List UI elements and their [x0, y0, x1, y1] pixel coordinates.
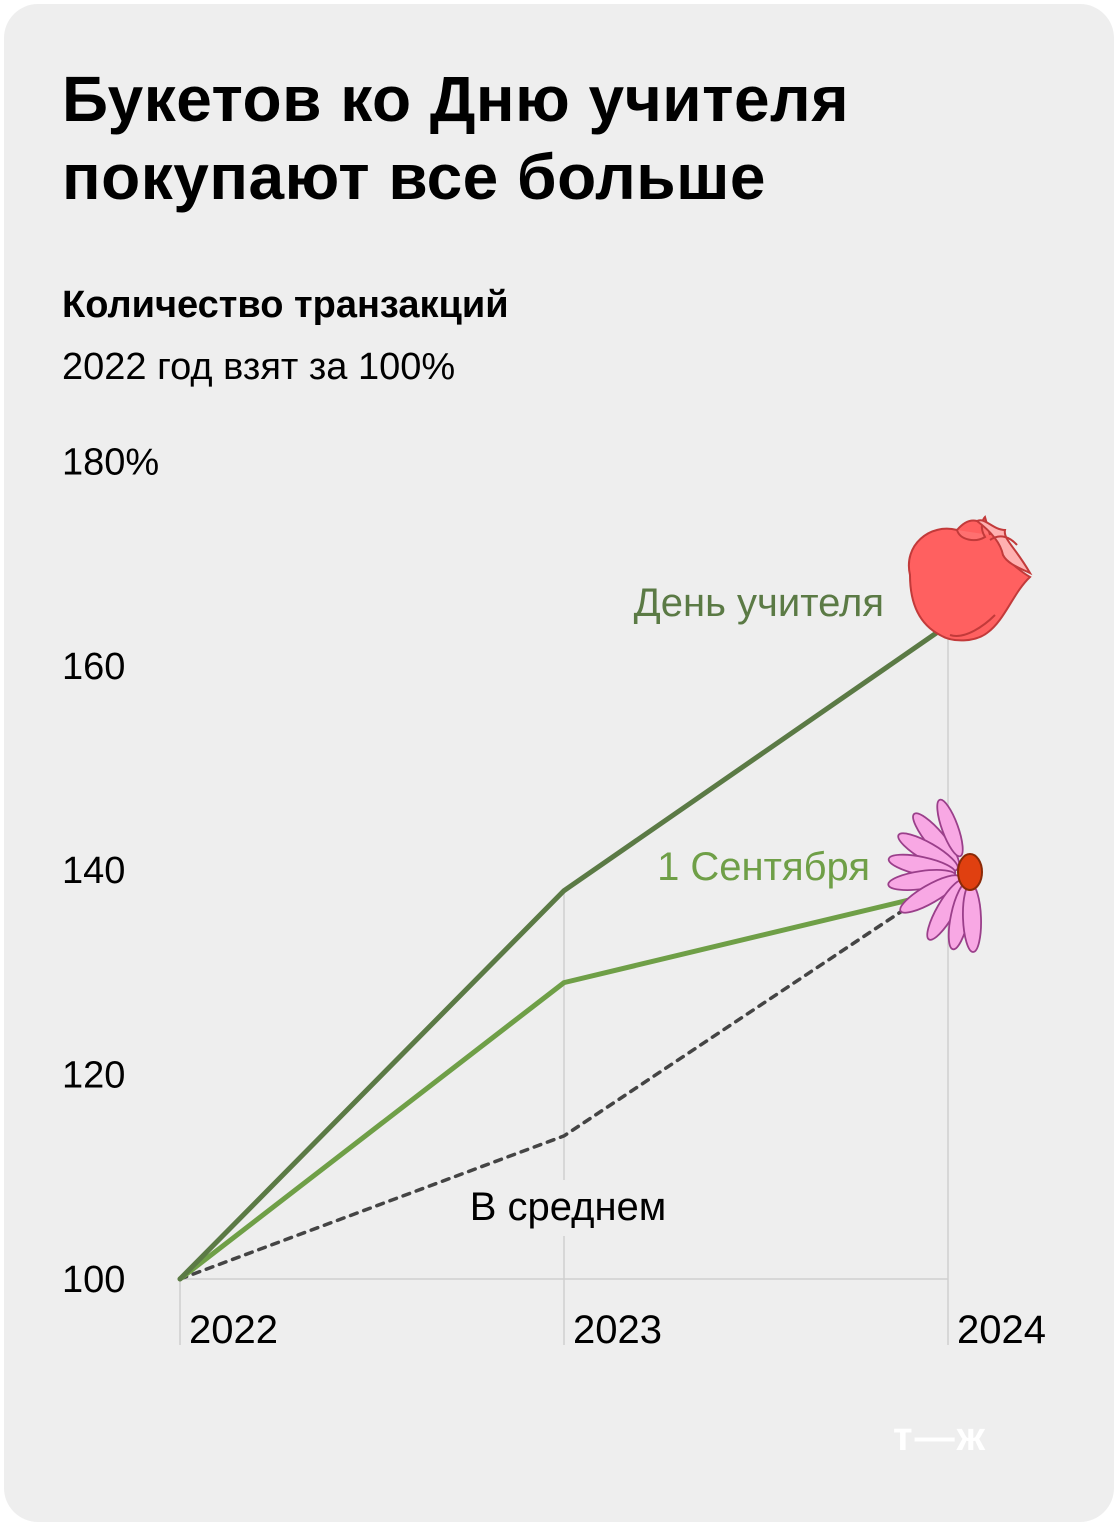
series-labels: День учителя 1 Сентября В среднем [450, 581, 884, 1236]
series-label: 1 Сентября [657, 845, 870, 889]
x-tick-label: 2022 [189, 1308, 278, 1352]
chart-title-line-2: покупают все больше [62, 141, 766, 213]
chart-note: 2022 год взят за 100% [62, 346, 456, 388]
chart-grid [179, 624, 949, 1345]
series-label: В среднем [470, 1185, 667, 1229]
brand-logo: т—ж [893, 1415, 987, 1459]
series-line [178, 878, 950, 1281]
series-line [177, 622, 951, 1282]
y-tick-label: 100 [62, 1259, 125, 1301]
chart-subtitle: Количество транзакций [62, 284, 509, 326]
chart-title-line-1: Букетов ко Дню учителя [62, 63, 850, 135]
rose-icon [907, 515, 1033, 642]
chart-title: Букетов ко Дню учителя покупают все боль… [62, 60, 1062, 216]
y-tick-label: 120 [62, 1055, 125, 1097]
y-tick-label: 160 [62, 646, 125, 688]
x-tick-label: 2023 [573, 1308, 662, 1352]
y-tick-label: 140 [62, 850, 125, 892]
y-tick-label: 180% [62, 441, 159, 483]
x-axis-ticks: 2022 2023 2024 [189, 1308, 1046, 1352]
label-backdrop [450, 1180, 686, 1236]
series-line [177, 888, 951, 1282]
x-tick-label: 2024 [957, 1308, 1046, 1352]
series-label: День учителя [634, 581, 884, 625]
y-axis-ticks: 180% 160 140 120 100 [62, 441, 159, 1301]
series-lines [177, 622, 951, 1282]
daisy-icon [887, 798, 983, 953]
